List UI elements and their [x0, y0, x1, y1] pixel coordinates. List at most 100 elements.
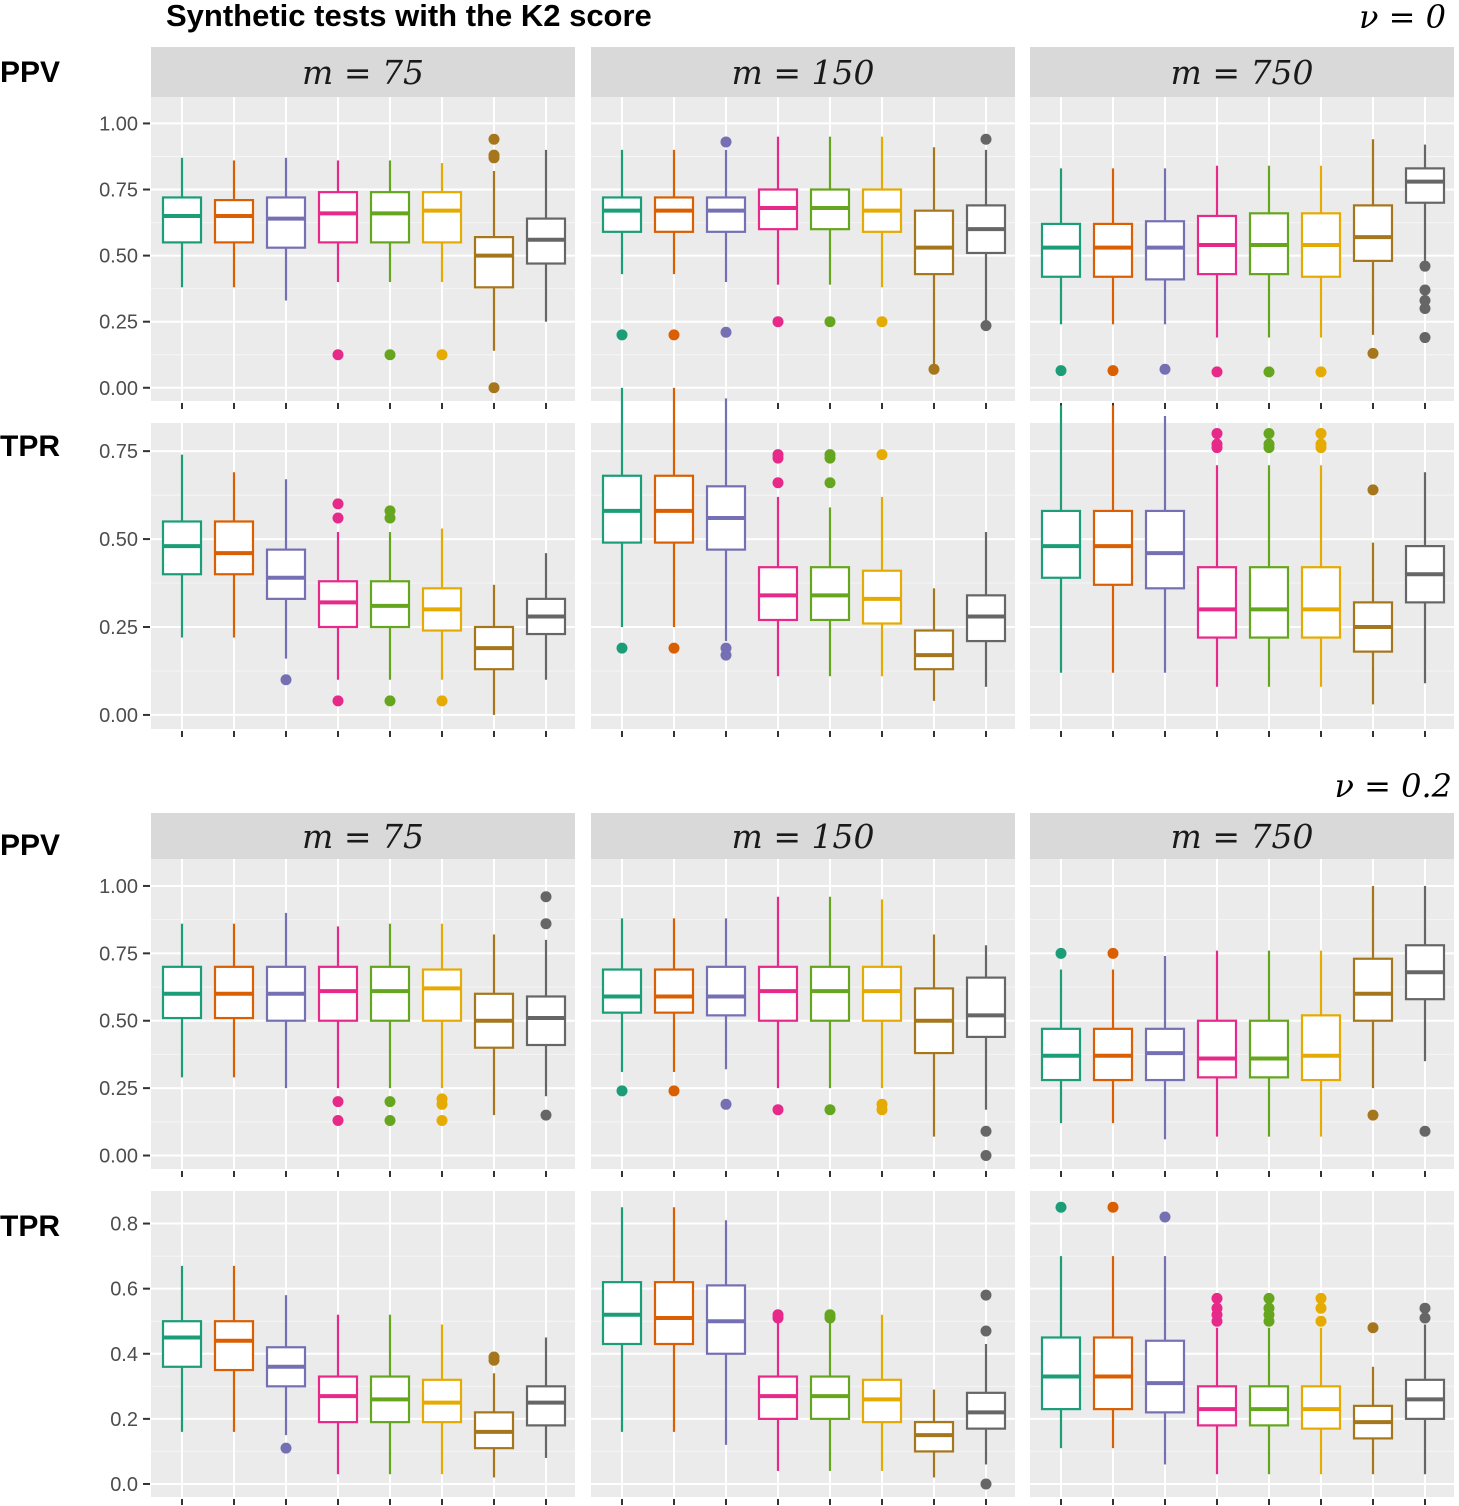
outlier-point — [876, 316, 888, 328]
box — [1196, 566, 1238, 639]
box — [1092, 222, 1134, 278]
outlier-point — [1419, 284, 1431, 296]
outlier-point — [332, 512, 344, 524]
y-tick-label: 1.00 — [99, 113, 138, 135]
outlier-point — [1263, 438, 1275, 450]
box — [1248, 566, 1290, 639]
outlier-point — [1211, 1292, 1223, 1304]
row-label-tpr: TPR — [0, 1210, 60, 1243]
outlier-point — [876, 1098, 888, 1110]
outlier-point — [1159, 1211, 1171, 1223]
outlier-point — [772, 477, 784, 489]
outlier-point — [280, 674, 292, 686]
outlier-point — [436, 1093, 448, 1105]
outlier-point — [1367, 1322, 1379, 1334]
outlier-point — [540, 918, 552, 930]
outlier-point — [384, 1114, 396, 1126]
outlier-point — [1367, 347, 1379, 359]
box — [861, 965, 903, 1022]
outlier-point — [540, 891, 552, 903]
outlier-point — [1315, 366, 1327, 378]
y-tick-label: 0.00 — [99, 705, 138, 727]
box — [1040, 1336, 1082, 1411]
outlier-point — [1211, 1302, 1223, 1314]
box — [653, 196, 695, 233]
y-tick-label: 0.50 — [99, 246, 138, 268]
outlier-point — [1419, 1125, 1431, 1137]
box — [809, 965, 851, 1022]
outlier-point — [824, 1309, 836, 1321]
box — [525, 1385, 567, 1427]
box — [1300, 566, 1342, 639]
box — [317, 191, 359, 244]
outlier-point — [1315, 428, 1327, 440]
outlier-point — [980, 1150, 992, 1162]
nu-label: ν = 0 — [1359, 0, 1446, 36]
box — [369, 191, 411, 244]
outlier-point — [772, 449, 784, 461]
outlier-point — [1263, 1292, 1275, 1304]
y-tick-label: 0.25 — [99, 312, 138, 334]
row-label-ppv: PPV — [0, 56, 60, 89]
facet-strip — [151, 813, 575, 859]
outlier-point — [1419, 1312, 1431, 1324]
facet-strip — [591, 47, 1015, 97]
outlier-point — [332, 1114, 344, 1126]
outlier-point — [1107, 947, 1119, 959]
outlier-point — [1315, 438, 1327, 450]
outlier-point — [980, 1289, 992, 1301]
outlier-point — [1159, 363, 1171, 375]
box — [653, 968, 695, 1014]
facet-label: m = 750 — [1171, 53, 1314, 92]
outlier-point — [980, 1478, 992, 1490]
y-tick-label: 0.00 — [99, 378, 138, 400]
box — [653, 1281, 695, 1346]
outlier-point — [1107, 365, 1119, 377]
outlier-point — [1419, 302, 1431, 314]
outlier-point — [384, 349, 396, 361]
outlier-point — [1263, 366, 1275, 378]
box — [965, 976, 1007, 1039]
y-tick-label: 0.00 — [99, 1146, 138, 1168]
box — [213, 520, 255, 576]
outlier-point — [1315, 1302, 1327, 1314]
row-label-tpr: TPR — [0, 430, 60, 463]
box — [421, 191, 463, 244]
panel-background — [591, 423, 1015, 729]
outlier-point — [1419, 332, 1431, 344]
facet-label: m = 750 — [1171, 817, 1314, 856]
y-tick-label: 0.25 — [99, 1078, 138, 1100]
box — [1144, 220, 1186, 281]
outlier-point — [824, 316, 836, 328]
outlier-point — [824, 449, 836, 461]
y-tick-label: 1.00 — [99, 876, 138, 898]
panel-background — [151, 423, 575, 729]
box — [265, 196, 307, 249]
box — [1404, 167, 1446, 204]
box — [601, 968, 643, 1014]
outlier-point — [384, 505, 396, 517]
outlier-point — [436, 695, 448, 707]
box — [705, 196, 747, 233]
outlier-point — [1367, 484, 1379, 496]
outlier-point — [540, 1109, 552, 1121]
outlier-point — [720, 1098, 732, 1110]
outlier-point — [1367, 1109, 1379, 1121]
outlier-point — [1107, 1201, 1119, 1213]
box — [421, 968, 463, 1022]
box — [213, 1320, 255, 1372]
box — [1248, 1019, 1290, 1079]
y-tick-label: 0.25 — [99, 617, 138, 639]
outlier-point — [1315, 1315, 1327, 1327]
box — [1300, 1014, 1342, 1082]
outlier-point — [436, 349, 448, 361]
outlier-point — [616, 1085, 628, 1097]
outlier-point — [436, 1114, 448, 1126]
outlier-point — [772, 316, 784, 328]
box — [1196, 1385, 1238, 1427]
outlier-point — [772, 1104, 784, 1116]
outlier-point — [824, 1104, 836, 1116]
outlier-point — [876, 449, 888, 461]
outlier-point — [980, 320, 992, 332]
outlier-point — [720, 136, 732, 148]
